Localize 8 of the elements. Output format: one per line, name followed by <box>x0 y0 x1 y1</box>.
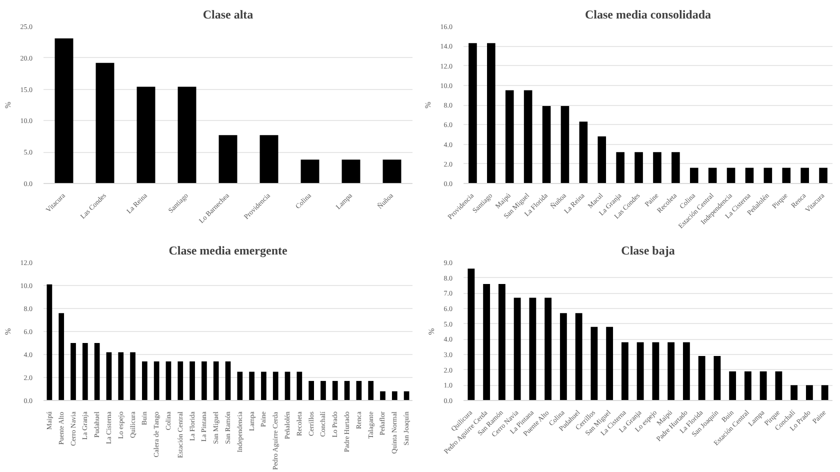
chart-title: Clase media emergente <box>168 244 288 258</box>
chart-title: Clase baja <box>621 244 675 258</box>
y-axis-title: % <box>426 328 436 335</box>
y-axis-title: % <box>423 101 432 108</box>
y-axis-title: % <box>3 328 12 335</box>
chart-title: Clase alta <box>202 8 254 22</box>
y-axis-title: % <box>3 101 12 108</box>
chart-title: Clase media consolidada <box>584 8 712 22</box>
